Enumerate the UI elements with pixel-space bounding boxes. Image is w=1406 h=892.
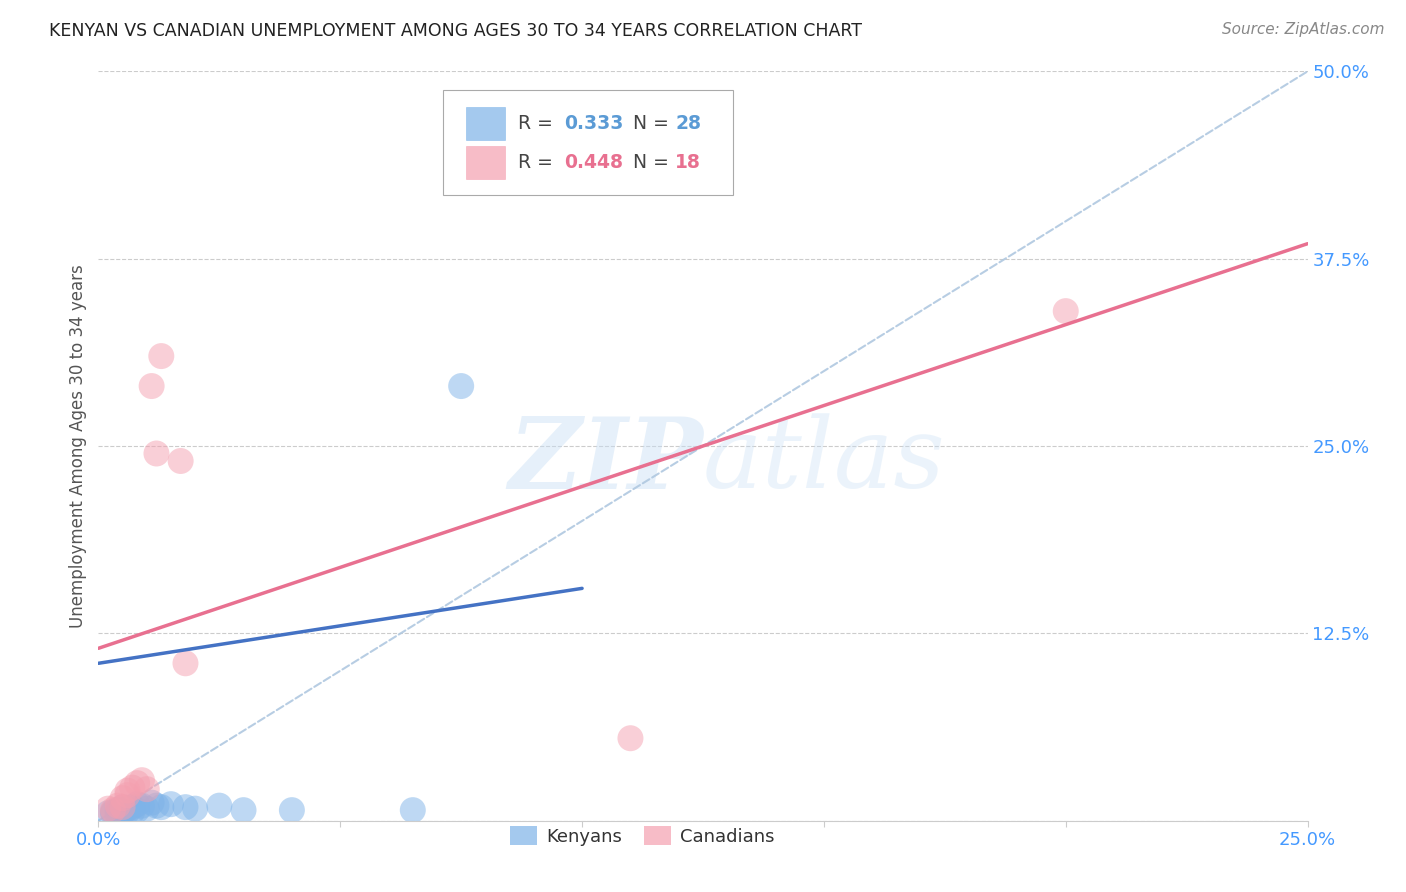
Y-axis label: Unemployment Among Ages 30 to 34 years: Unemployment Among Ages 30 to 34 years bbox=[69, 264, 87, 628]
Text: N =: N = bbox=[621, 153, 675, 172]
Point bbox=[101, 806, 124, 821]
Point bbox=[619, 731, 641, 746]
Point bbox=[121, 800, 143, 814]
Point bbox=[107, 798, 129, 813]
Point bbox=[101, 805, 124, 819]
Point bbox=[169, 454, 191, 468]
Point bbox=[117, 783, 139, 797]
Point bbox=[111, 791, 134, 805]
Point bbox=[160, 797, 183, 812]
Text: ZIP: ZIP bbox=[508, 413, 703, 509]
Point bbox=[145, 798, 167, 813]
Point bbox=[127, 797, 149, 812]
Point bbox=[121, 780, 143, 795]
Point bbox=[232, 803, 254, 817]
Point bbox=[111, 800, 134, 814]
Text: atlas: atlas bbox=[703, 413, 946, 508]
Point bbox=[117, 805, 139, 819]
Point bbox=[150, 349, 173, 363]
Text: KENYAN VS CANADIAN UNEMPLOYMENT AMONG AGES 30 TO 34 YEARS CORRELATION CHART: KENYAN VS CANADIAN UNEMPLOYMENT AMONG AG… bbox=[49, 22, 862, 40]
FancyBboxPatch shape bbox=[443, 90, 734, 195]
Point bbox=[208, 798, 231, 813]
Text: N =: N = bbox=[621, 113, 675, 133]
Text: 28: 28 bbox=[675, 113, 702, 133]
Point bbox=[111, 800, 134, 814]
Text: R =: R = bbox=[517, 113, 558, 133]
Legend: Kenyans, Canadians: Kenyans, Canadians bbox=[503, 819, 782, 853]
Text: Source: ZipAtlas.com: Source: ZipAtlas.com bbox=[1222, 22, 1385, 37]
Point bbox=[101, 803, 124, 817]
Text: 0.448: 0.448 bbox=[564, 153, 623, 172]
Point bbox=[127, 803, 149, 817]
Point bbox=[131, 798, 153, 813]
Point bbox=[141, 379, 163, 393]
Text: 18: 18 bbox=[675, 153, 702, 172]
Point bbox=[117, 788, 139, 802]
Point bbox=[107, 806, 129, 821]
Point bbox=[1054, 304, 1077, 318]
Point bbox=[135, 802, 157, 816]
Text: R =: R = bbox=[517, 153, 558, 172]
Text: 0.333: 0.333 bbox=[564, 113, 623, 133]
Point bbox=[127, 776, 149, 790]
Point bbox=[150, 800, 173, 814]
Point bbox=[97, 806, 120, 821]
FancyBboxPatch shape bbox=[465, 146, 505, 179]
Point bbox=[145, 446, 167, 460]
Point bbox=[135, 782, 157, 797]
Point bbox=[107, 807, 129, 822]
Point bbox=[281, 803, 304, 817]
FancyBboxPatch shape bbox=[465, 106, 505, 139]
Point bbox=[111, 806, 134, 821]
Point bbox=[402, 803, 425, 817]
Point bbox=[450, 379, 472, 393]
Point bbox=[174, 657, 197, 671]
Point bbox=[111, 803, 134, 817]
Point bbox=[97, 802, 120, 816]
Point bbox=[121, 805, 143, 819]
Point bbox=[107, 803, 129, 817]
Point bbox=[141, 796, 163, 810]
Point bbox=[131, 773, 153, 788]
Point bbox=[184, 802, 207, 816]
Point bbox=[174, 800, 197, 814]
Point bbox=[117, 802, 139, 816]
